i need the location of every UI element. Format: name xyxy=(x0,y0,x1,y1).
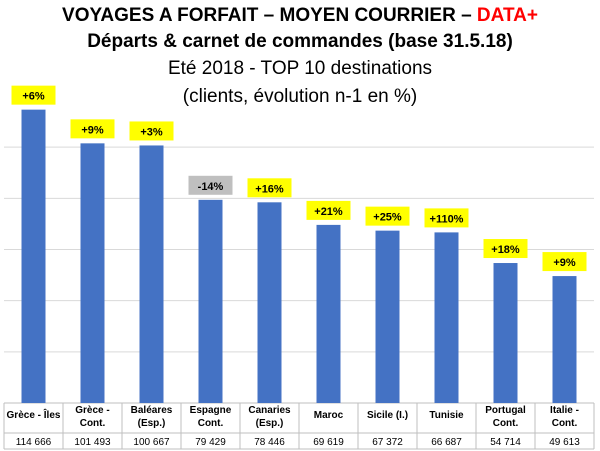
change-label: +110% xyxy=(430,213,464,225)
value-label: 49 613 xyxy=(549,437,580,448)
category-label: Portugal xyxy=(485,405,526,416)
value-label: 54 714 xyxy=(490,437,521,448)
change-badge xyxy=(188,175,233,195)
bar xyxy=(493,263,518,403)
change-badge xyxy=(424,208,469,228)
change-label: +9% xyxy=(81,124,104,136)
category-label: Cont. xyxy=(552,418,578,429)
chart-subtitle: Départs & carnet de commandes (base 31.5… xyxy=(87,31,513,52)
category-label: Cont. xyxy=(198,418,224,429)
value-label: 66 687 xyxy=(431,437,462,448)
value-label: 67 372 xyxy=(372,437,403,448)
change-badge xyxy=(129,121,174,141)
value-label: 78 446 xyxy=(254,437,285,448)
category-label: Sicile (I.) xyxy=(367,410,408,421)
change-label: +18% xyxy=(491,244,520,256)
bar xyxy=(21,109,46,403)
change-label: -14% xyxy=(198,181,224,193)
value-label: 114 666 xyxy=(16,437,52,448)
category-label: Italie - xyxy=(550,405,579,416)
bar xyxy=(80,143,105,403)
bar xyxy=(139,145,164,403)
bar xyxy=(198,199,223,403)
change-label: +21% xyxy=(314,206,343,218)
change-badge xyxy=(365,206,410,226)
bar xyxy=(375,230,400,403)
bar xyxy=(316,224,341,403)
change-badge xyxy=(247,178,292,198)
change-badge xyxy=(70,119,115,139)
value-label: 100 667 xyxy=(133,437,170,448)
category-label: Canaries xyxy=(248,405,291,416)
change-label: +16% xyxy=(255,183,284,195)
change-label: +25% xyxy=(373,212,402,224)
category-label: Cont. xyxy=(80,418,106,429)
chart-period: Eté 2018 - TOP 10 destinations xyxy=(167,58,433,79)
bar xyxy=(552,276,577,403)
title-main: VOYAGES A FORFAIT – MOYEN COURRIER – xyxy=(62,5,477,26)
bar xyxy=(434,232,459,403)
category-label: Tunisie xyxy=(429,410,464,421)
change-badge xyxy=(11,85,56,105)
category-label: Maroc xyxy=(314,410,344,421)
category-label: Cont. xyxy=(493,418,519,429)
value-label: 79 429 xyxy=(195,437,226,448)
value-label: 101 493 xyxy=(74,437,111,448)
change-label: +3% xyxy=(140,126,163,138)
change-label: +6% xyxy=(22,91,45,103)
change-label: +9% xyxy=(553,257,576,269)
change-badge xyxy=(306,200,351,220)
category-label: (Esp.) xyxy=(138,418,166,429)
category-label: (Esp.) xyxy=(256,418,284,429)
value-label: 69 619 xyxy=(313,437,344,448)
change-badge xyxy=(542,252,587,272)
title-accent: DATA+ xyxy=(476,5,538,26)
bar xyxy=(257,202,282,403)
change-badge xyxy=(483,239,528,259)
category-label: Grèce - Îles xyxy=(7,408,61,421)
category-label: Grèce - xyxy=(75,405,109,416)
chart-title: VOYAGES A FORFAIT – MOYEN COURRIER – DAT… xyxy=(0,4,600,28)
category-label: Espagne xyxy=(190,405,232,416)
category-label: Baléares xyxy=(131,405,173,416)
chart-unit-note: (clients, évolution n-1 en %) xyxy=(182,86,418,107)
